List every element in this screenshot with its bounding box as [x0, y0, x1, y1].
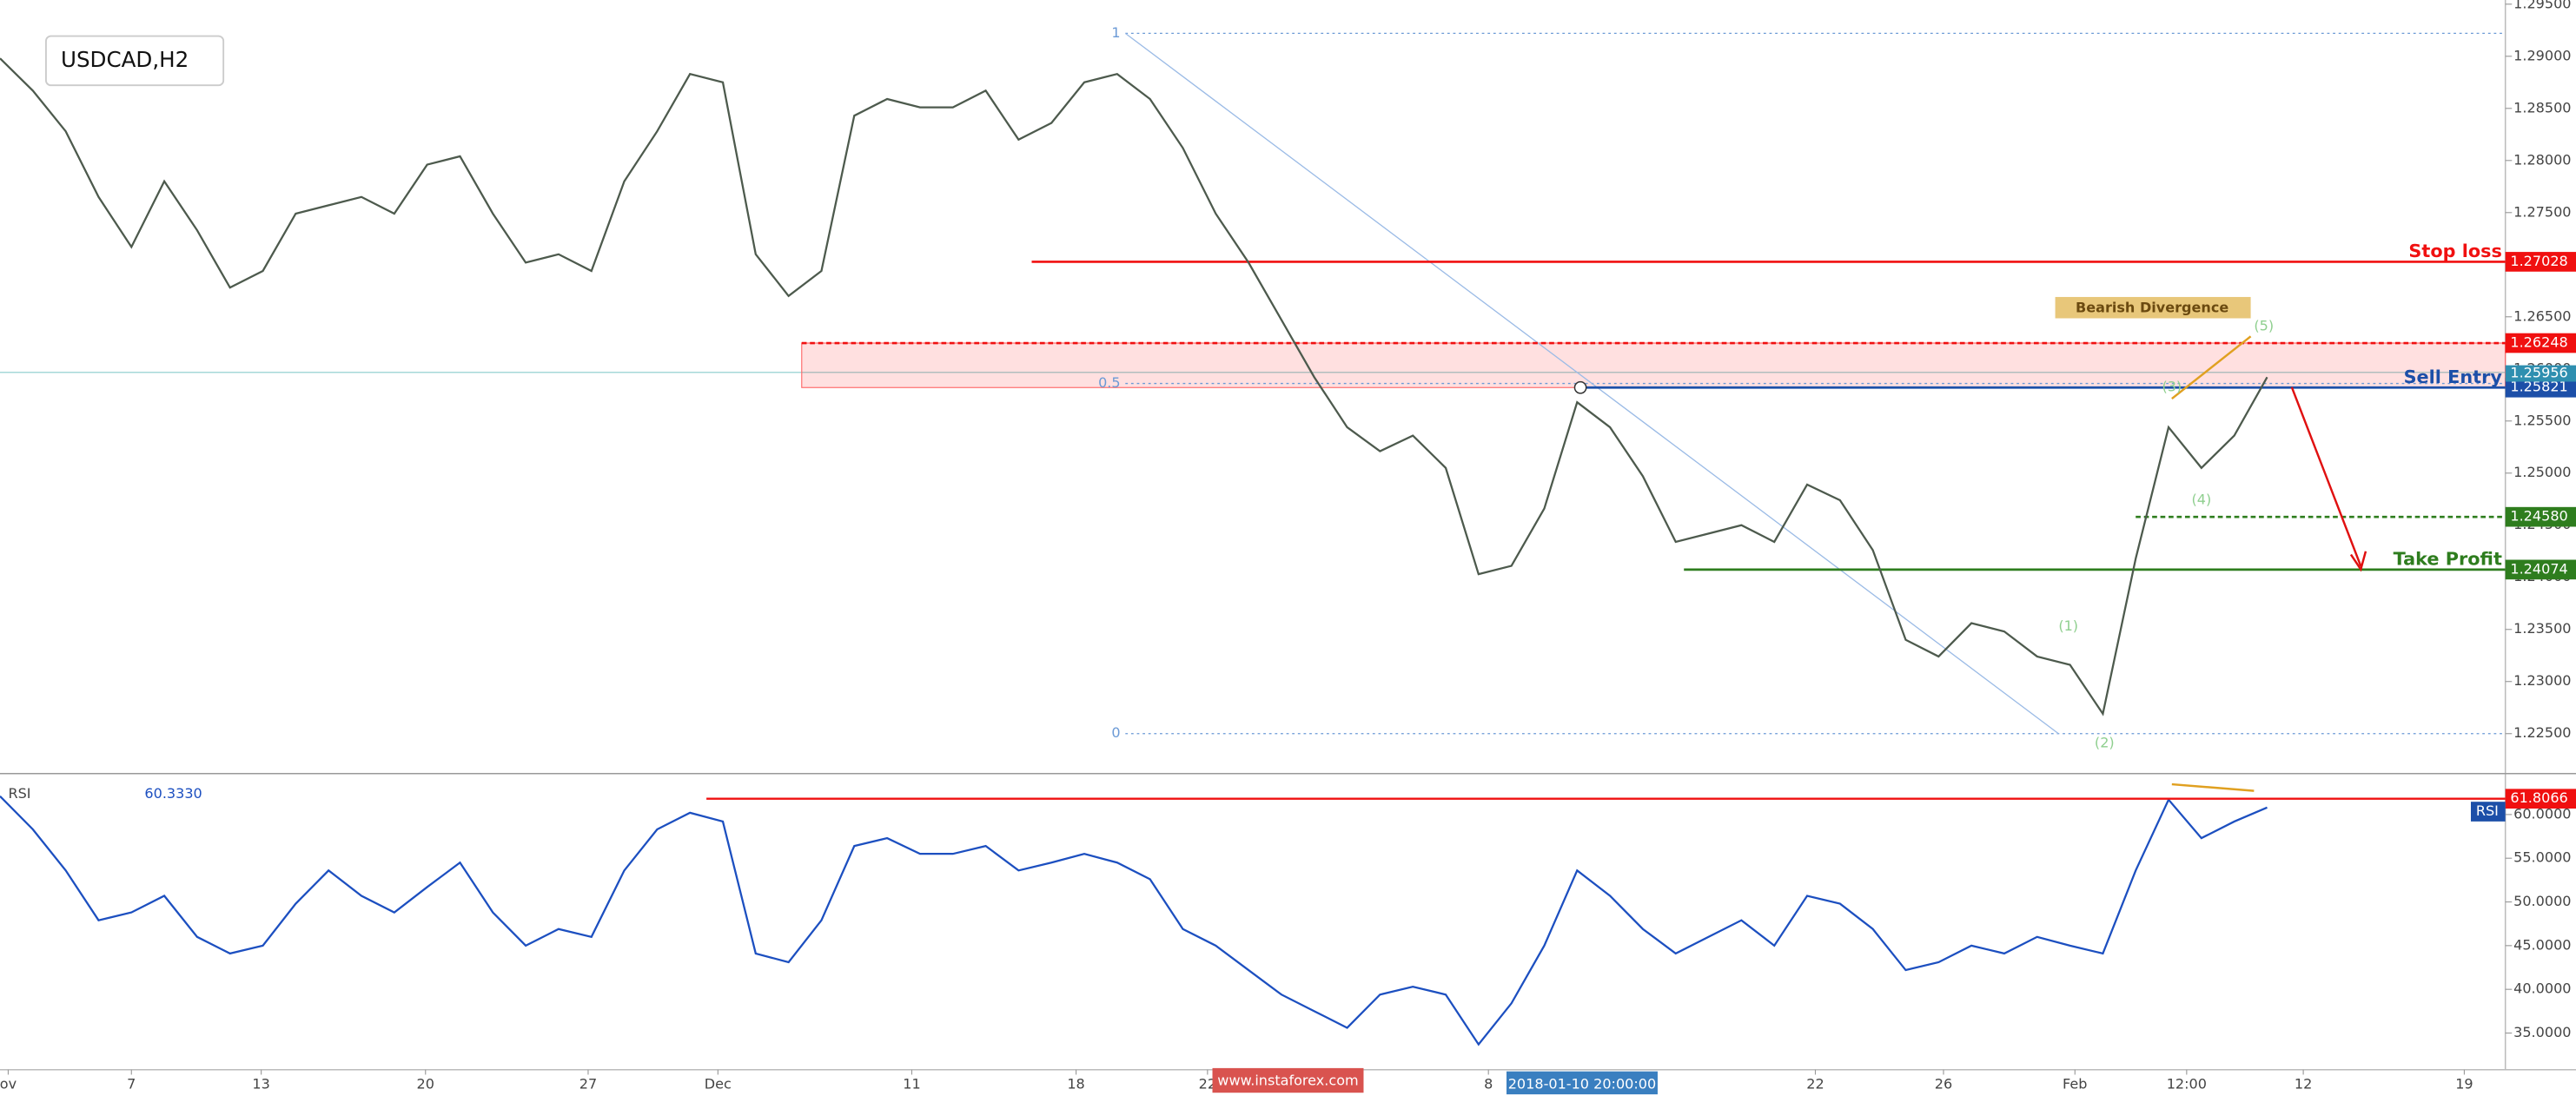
x-tick-label: 11 — [903, 1075, 920, 1092]
y-tick-label: 1.28000 — [2513, 151, 2571, 168]
rsi-level-box — [2505, 789, 2576, 809]
rsi-line — [0, 795, 2268, 1046]
forecast-arrowhead — [2349, 551, 2367, 572]
x-tick-label: 12:00 — [2167, 1075, 2207, 1092]
level-box — [2505, 506, 2576, 527]
x-tick-label: 8 — [1484, 1075, 1493, 1092]
y-tick-label: 1.28500 — [2513, 99, 2571, 116]
divergence-line — [2171, 335, 2252, 400]
watermark-box — [1212, 1067, 1364, 1093]
cursor-label: 2018-01-10 20:00:00 — [1508, 1075, 1657, 1092]
level-value: 1.25821 — [2510, 379, 2567, 395]
rsi-last-value: 60.3330 — [144, 785, 202, 802]
rsi-tag-box — [2470, 802, 2506, 822]
x-tick-label: Feb — [2063, 1075, 2087, 1092]
y-tick-label: 1.26500 — [2513, 307, 2571, 324]
current-price: 1.25956 — [2510, 365, 2567, 381]
watermark: www.instaforex.com — [1217, 1073, 1358, 1089]
price-line — [0, 57, 2268, 716]
y-tick-label: 1.25000 — [2513, 464, 2571, 480]
y-tick-label: 50.0000 — [2513, 893, 2571, 909]
y-tick-label: 1.29500 — [2513, 0, 2571, 11]
wave-label: (2) — [2095, 734, 2115, 750]
y-tick-label: 55.0000 — [2513, 849, 2571, 866]
level-box — [2505, 333, 2576, 353]
current-price-box — [2505, 365, 2576, 382]
fib-diagonal — [1124, 32, 2059, 735]
x-tick-label: 26 — [1935, 1075, 1952, 1092]
y-tick-label: 1.29000 — [2513, 47, 2571, 63]
rsi-tag: RSI — [2476, 802, 2499, 819]
level-box — [2505, 377, 2576, 398]
wave-label: (1) — [2058, 617, 2078, 634]
cursor-box — [1506, 1071, 1658, 1095]
entry-point — [1573, 380, 1587, 394]
level-name: Take Profit — [2394, 549, 2502, 570]
x-tick-label: 27 — [579, 1075, 597, 1092]
x-tick-label: Dec — [705, 1075, 732, 1092]
x-tick-label: 12 — [2295, 1075, 2312, 1092]
symbol-label: USDCAD,H2 — [61, 47, 189, 72]
forecast-arrow — [2290, 386, 2362, 567]
x-tick-label: ov — [0, 1075, 17, 1092]
y-tick-label: 45.0000 — [2513, 936, 2571, 953]
y-tick-label: 1.23000 — [2513, 672, 2571, 689]
level-box — [2505, 559, 2576, 580]
y-tick-label: 1.27500 — [2513, 203, 2571, 220]
y-tick-label: 1.22500 — [2513, 724, 2571, 741]
resistance-zone — [801, 342, 2506, 388]
fib-label: 0.5 — [1098, 374, 1121, 391]
y-tick-label: 60.0000 — [2513, 805, 2571, 822]
x-tick-label: 13 — [252, 1075, 269, 1092]
x-tick-label: 19 — [2455, 1075, 2473, 1092]
level-value: 1.24074 — [2510, 560, 2567, 577]
y-tick-label: 35.0000 — [2513, 1024, 2571, 1040]
y-tick-label: 1.25500 — [2513, 412, 2571, 428]
y-tick-label: 40.0000 — [2513, 980, 2571, 997]
fib-label: 0 — [1111, 724, 1120, 741]
wave-label: (4) — [2191, 492, 2211, 508]
wave-label: (3) — [2162, 378, 2182, 394]
wave-label: (5) — [2254, 317, 2274, 333]
level-name: Sell Entry — [2404, 366, 2503, 387]
rsi-title: RSI — [8, 785, 30, 802]
level-name: Stop loss — [2408, 241, 2501, 261]
x-tick-label: 22 — [1806, 1075, 1824, 1092]
level-value: 1.26248 — [2510, 334, 2567, 351]
level-box — [2505, 252, 2576, 272]
divergence-label: Bearish Divergence — [2076, 300, 2228, 316]
level-value: 1.24580 — [2510, 508, 2567, 525]
x-tick-label: 22 — [1199, 1075, 1216, 1092]
fib-label: 1 — [1111, 24, 1120, 41]
x-tick-label: 18 — [1067, 1075, 1084, 1092]
divergence-box — [2055, 296, 2251, 319]
level-value: 1.27028 — [2510, 253, 2567, 269]
y-tick-label: 1.23500 — [2513, 620, 2571, 637]
x-tick-label: 20 — [417, 1075, 434, 1092]
x-tick-label: 7 — [127, 1075, 136, 1092]
symbol-box — [45, 35, 225, 87]
rsi-divergence — [2171, 782, 2255, 792]
rsi-level-value: 61.8066 — [2510, 789, 2567, 806]
